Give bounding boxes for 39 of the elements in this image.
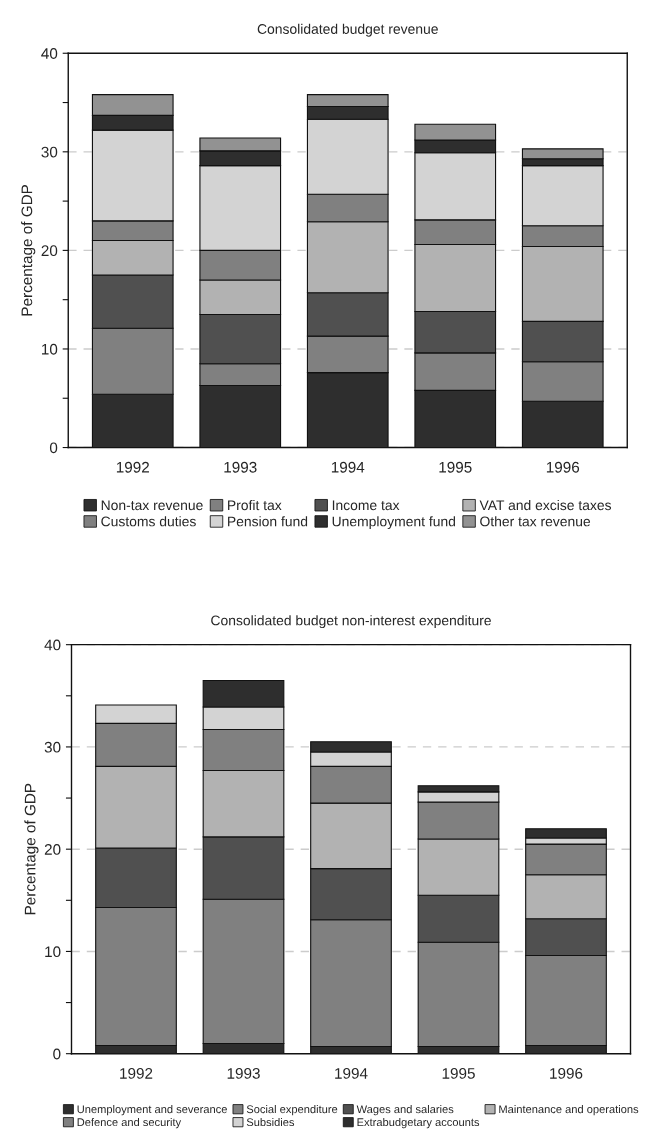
x-tick-label: 1994: [331, 461, 365, 473]
legend-label: VAT and excise taxes: [479, 499, 612, 511]
legend-label: Extrabudgetary accounts: [357, 1117, 480, 1129]
legend-label: Unemployment and severance: [77, 1104, 227, 1116]
chart-title: Consolidated budget revenue: [257, 23, 438, 37]
x-tick-label: 1993: [227, 1067, 260, 1079]
chart-title: Consolidated budget non-interest expenditure: [211, 615, 491, 629]
x-tick-label: 1994: [335, 1067, 368, 1079]
x-tick-label: 1995: [439, 461, 472, 473]
y-tick-label: 0: [49, 442, 58, 454]
legend-label: Unemployment fund: [332, 516, 456, 530]
y-tick-label: 10: [45, 946, 61, 958]
y-tick-label: 40: [41, 48, 58, 59]
y-tick-label: 40: [44, 639, 61, 651]
y-tick-label: 20: [44, 844, 61, 855]
y-axis-title: Percentage of GDP: [24, 783, 39, 915]
legend-label: Subsidies: [246, 1117, 295, 1127]
y-tick-label: 30: [41, 146, 58, 158]
y-tick-label: 30: [44, 741, 61, 753]
legend-label: Non-tax revenue: [101, 500, 203, 511]
y-tick-label: 0: [53, 1048, 61, 1060]
legend-label: Other tax revenue: [480, 516, 591, 527]
x-tick-label: 1995: [442, 1067, 475, 1079]
x-tick-label: 1996: [550, 1067, 583, 1079]
y-tick-label: 20: [41, 245, 58, 257]
x-tick-label: 1993: [224, 461, 257, 473]
legend-label: Customs duties: [101, 516, 196, 527]
legend-label: Maintenance and operations: [499, 1104, 639, 1116]
y-tick-label: 10: [42, 343, 58, 355]
legend-label: Pension fund: [228, 516, 308, 527]
legend-label: Income tax: [332, 500, 400, 511]
legend-label: Social expenditure: [246, 1104, 338, 1116]
x-tick-label: 1996: [546, 461, 580, 473]
legend-label: Defence and security: [77, 1117, 182, 1129]
x-tick-label: 1992: [120, 1067, 153, 1079]
legend-label: Profit tax: [228, 499, 282, 511]
y-axis-title: Percentage of GDP: [21, 184, 36, 316]
x-tick-label: 1992: [116, 461, 149, 473]
legend-label: Wages and salaries: [356, 1104, 454, 1116]
